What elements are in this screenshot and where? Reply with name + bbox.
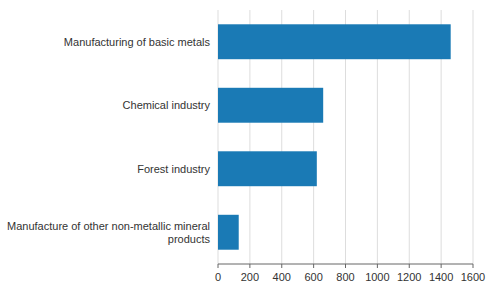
category-label: Manufacturing of basic metals bbox=[64, 36, 211, 48]
category-label-line: Forest industry bbox=[137, 163, 210, 175]
tick-label: 1400 bbox=[429, 271, 453, 283]
x-ticks: 0 200 400 600 800 1000 1200 1400 1600 bbox=[215, 264, 485, 283]
bar bbox=[218, 151, 317, 186]
grid bbox=[218, 10, 473, 264]
category-label: Forest industry bbox=[137, 163, 210, 175]
category-label: Chemical industry bbox=[123, 99, 211, 111]
tick-mark bbox=[409, 264, 410, 268]
category-label-line: Chemical industry bbox=[123, 99, 211, 111]
tick-mark bbox=[281, 264, 282, 268]
tick-mark bbox=[441, 264, 442, 268]
y-tick-labels: Manufacture of other non-metallic minera… bbox=[7, 36, 210, 245]
tick-label: 400 bbox=[273, 271, 291, 283]
chart: Manufacture of other non-metallic minera… bbox=[0, 0, 491, 298]
tick-mark bbox=[345, 264, 346, 268]
category-label-line: Manufacture of other non-metallic minera… bbox=[7, 220, 210, 232]
tick-label: 1200 bbox=[397, 271, 421, 283]
bar bbox=[218, 24, 451, 59]
tick-label: 1600 bbox=[461, 271, 485, 283]
category-label: Manufacture of other non-metallic minera… bbox=[7, 220, 210, 245]
category-label-line: Manufacturing of basic metals bbox=[64, 36, 211, 48]
tick-label: 1000 bbox=[365, 271, 389, 283]
bar bbox=[218, 215, 239, 250]
tick-mark bbox=[249, 264, 250, 268]
tick-label: 0 bbox=[215, 271, 221, 283]
bars bbox=[218, 24, 451, 249]
tick-mark bbox=[473, 264, 474, 268]
tick-label: 600 bbox=[304, 271, 322, 283]
tick-mark bbox=[313, 264, 314, 268]
bar bbox=[218, 88, 323, 123]
grid-line bbox=[473, 10, 474, 264]
category-label-line: products bbox=[168, 233, 211, 245]
tick-label: 800 bbox=[336, 271, 354, 283]
tick-mark bbox=[377, 264, 378, 268]
x-axis-line bbox=[218, 264, 473, 265]
tick-mark bbox=[218, 264, 219, 268]
tick-label: 200 bbox=[241, 271, 259, 283]
